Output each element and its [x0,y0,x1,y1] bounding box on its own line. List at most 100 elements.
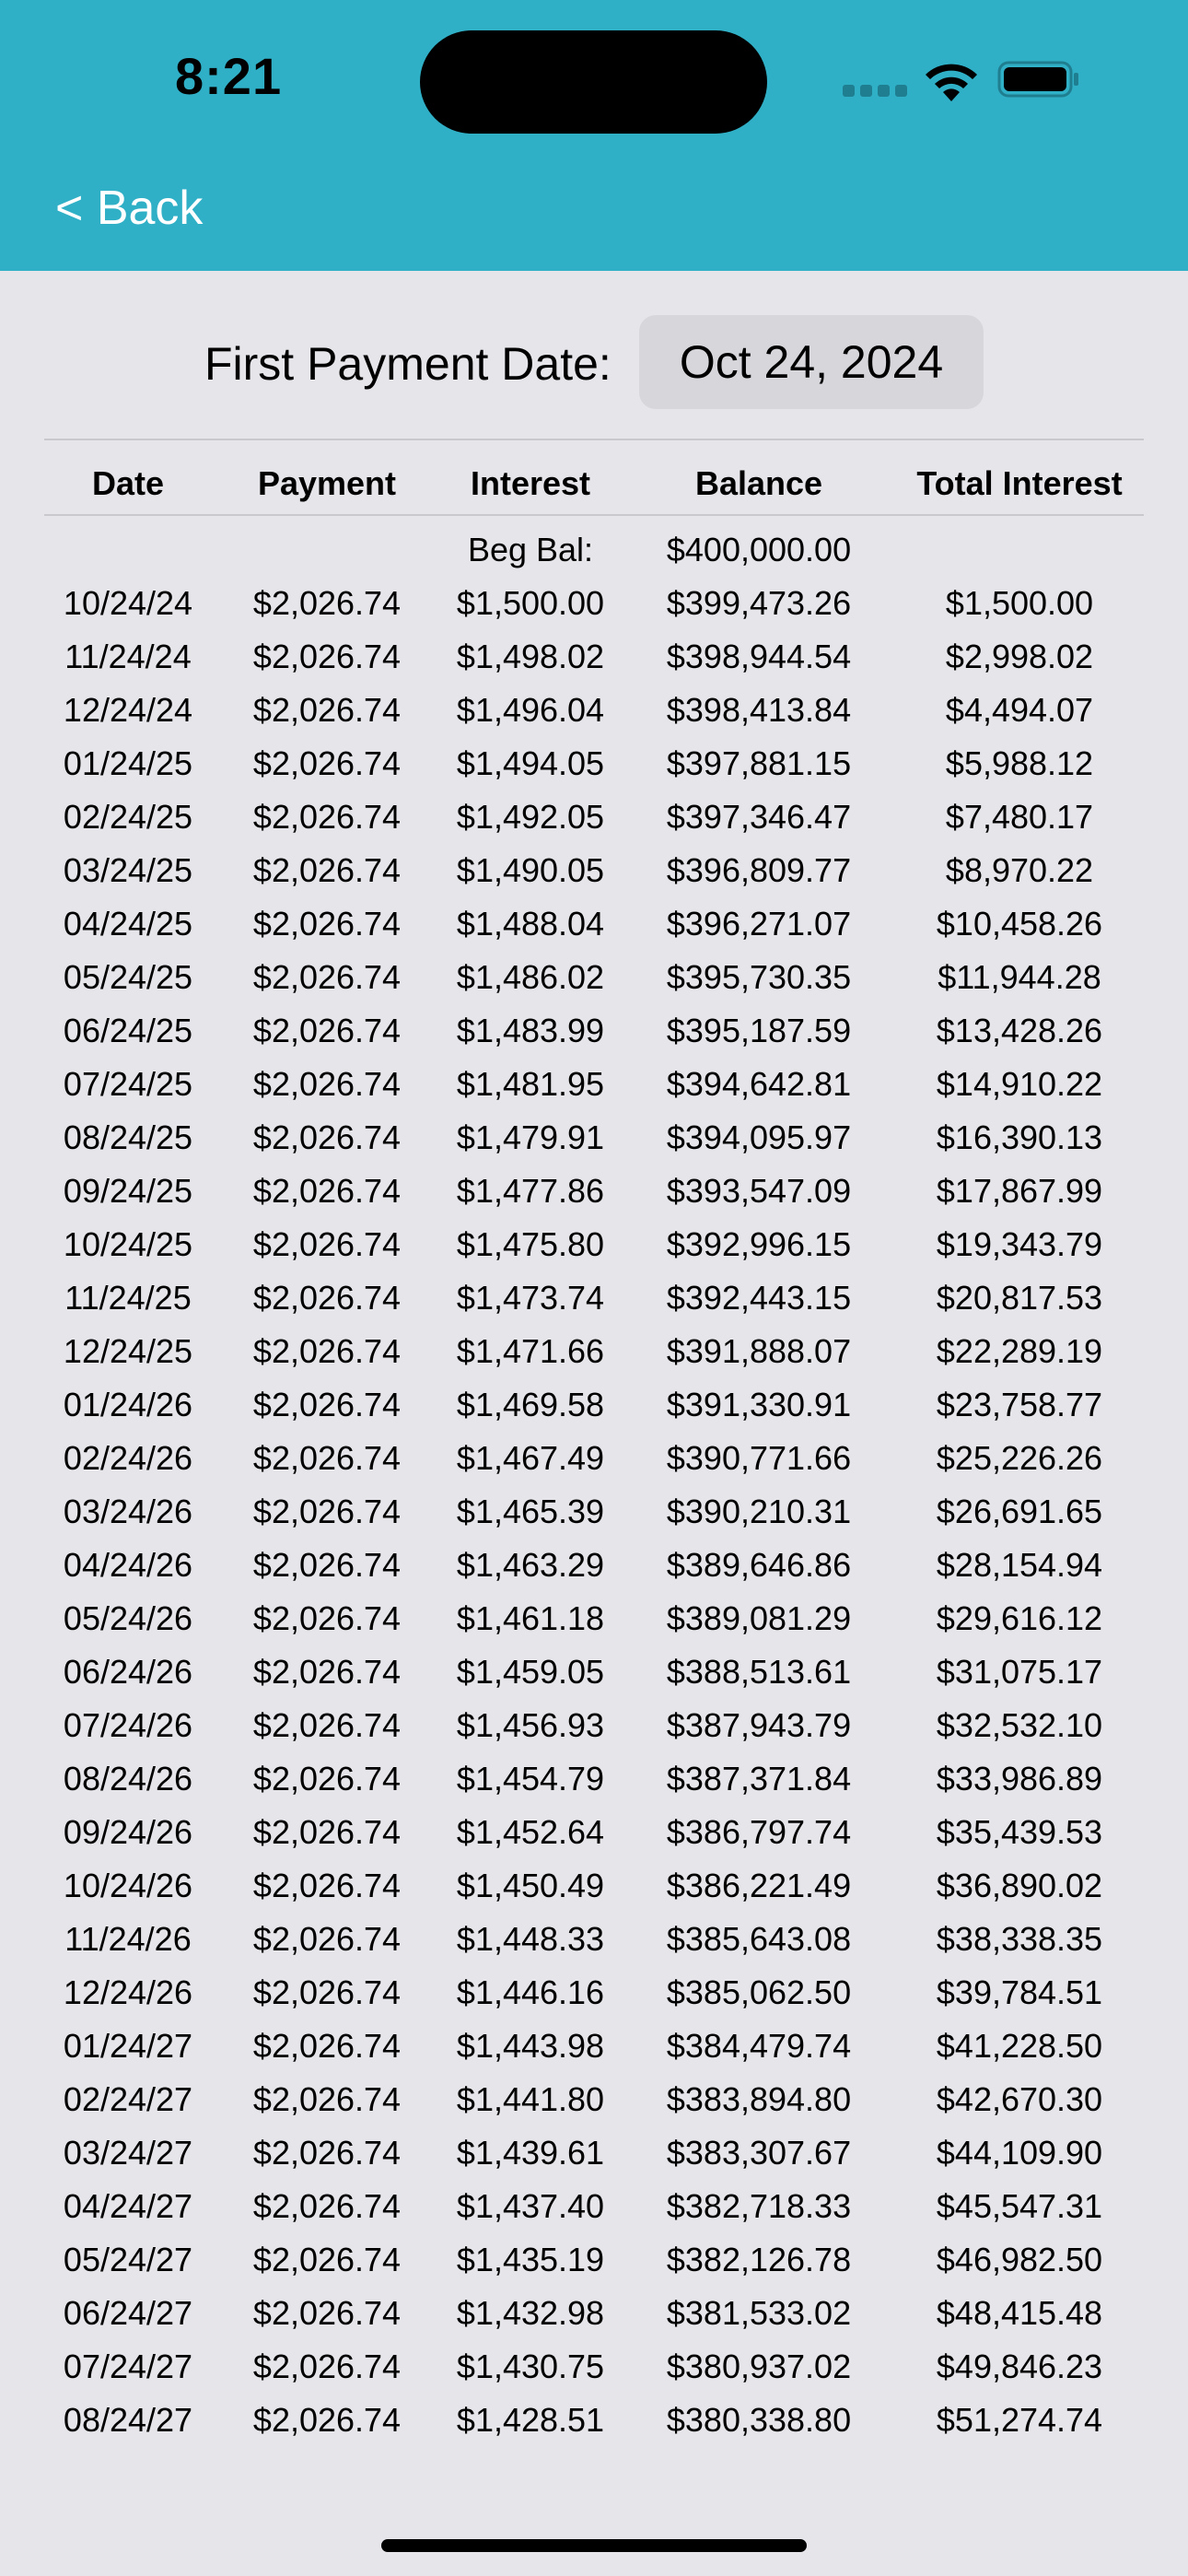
cell-payment: $2,026.74 [252,1546,402,1584]
table-row: 11/24/24 $2,026.74 $1,498.02 $398,944.54 $2,… [0,630,1188,684]
cell-interest: $1,448.33 [456,1920,605,1958]
cell-payment: $2,026.74 [252,1760,402,1797]
cell-payment: $2,026.74 [252,2401,402,2439]
cell-date: 02/24/26 [63,1439,193,1477]
cell-interest: $1,439.61 [456,2134,605,2172]
nav-header: 8:21 < Back [0,0,1188,271]
cell-interest: $1,494.05 [456,744,605,782]
table-row: 11/24/26 $2,026.74 $1,448.33 $385,643.08 $38… [0,1913,1188,1966]
cell-interest: $1,452.64 [456,1813,605,1851]
cell-date: 04/24/26 [63,1546,193,1584]
cell-date: 07/24/25 [63,1065,193,1103]
table-row: 03/24/27 $2,026.74 $1,439.61 $383,307.67 $44… [0,2126,1188,2180]
table-row: 06/24/27 $2,026.74 $1,432.98 $381,533.02 $48… [0,2287,1188,2340]
first-payment-row: First Payment Date: Oct 24, 2024 [0,315,1188,409]
cell-interest: $1,430.75 [456,2348,605,2385]
cell-date: 12/24/25 [63,1332,193,1370]
first-payment-label: First Payment Date: [204,338,611,390]
cell-balance: $380,937.02 [666,2348,852,2385]
cell-balance: $382,126.78 [666,2241,852,2278]
cell-interest: $1,500.00 [456,584,605,622]
table-row: 02/24/25 $2,026.74 $1,492.05 $397,346.47 $7,… [0,790,1188,844]
cell-date: 02/24/27 [63,2080,193,2118]
cell-total-interest: $25,226.26 [936,1439,1103,1477]
cell-date: 11/24/26 [64,1920,192,1958]
cell-payment: $2,026.74 [252,2080,402,2118]
cell-payment: $2,026.74 [252,1599,402,1637]
first-payment-date-picker[interactable]: Oct 24, 2024 [639,315,984,409]
cell-date: 12/24/24 [63,691,193,729]
cell-date: 08/24/27 [63,2401,193,2439]
cell-interest: $1,469.58 [456,1386,605,1423]
table-row: 04/24/25 $2,026.74 $1,488.04 $396,271.07 $10… [0,897,1188,951]
cell-date: 12/24/26 [63,1973,193,2011]
cell-total-interest: $26,691.65 [936,1493,1103,1530]
cell-date: 08/24/26 [63,1760,193,1797]
status-time: 8:21 [175,47,283,105]
cell-date: 11/24/25 [64,1279,192,1317]
cell-date: 10/24/24 [63,584,193,622]
cell-balance: $387,943.79 [666,1706,852,1744]
cell-interest: $1,481.95 [456,1065,605,1103]
cell-interest: $1,450.49 [456,1867,605,1904]
cell-balance: $386,221.49 [666,1867,852,1904]
cell-total-interest: $22,289.19 [936,1332,1103,1370]
cell-balance: $385,062.50 [666,1973,852,2011]
table-row: 11/24/25 $2,026.74 $1,473.74 $392,443.15 $20… [0,1271,1188,1325]
cell-payment: $2,026.74 [252,2348,402,2385]
cell-payment: $2,026.74 [252,2241,402,2278]
cell-total-interest: $51,274.74 [936,2401,1103,2439]
battery-icon [997,61,1080,98]
cell-total-interest: $29,616.12 [936,1599,1103,1637]
cell-date: 04/24/27 [63,2187,193,2225]
cell-payment: $2,026.74 [252,584,402,622]
cell-total-interest: $4,494.07 [945,691,1094,729]
cell-payment: $2,026.74 [252,905,402,943]
table-row: 09/24/26 $2,026.74 $1,452.64 $386,797.74 $35… [0,1806,1188,1859]
cell-date: 09/24/25 [63,1172,193,1210]
cell-balance: $394,095.97 [666,1118,852,1156]
table-row: 04/24/27 $2,026.74 $1,437.40 $382,718.33 $45… [0,2180,1188,2233]
cell-interest: $1,432.98 [456,2294,605,2332]
beginning-balance-value: $400,000.00 [666,531,852,568]
cell-date: 08/24/25 [63,1118,193,1156]
cell-interest: $1,459.05 [456,1653,605,1691]
cell-balance: $393,547.09 [666,1172,852,1210]
table-row: 07/24/26 $2,026.74 $1,456.93 $387,943.79 $32… [0,1699,1188,1752]
cell-date: 07/24/26 [63,1706,193,1744]
cell-payment: $2,026.74 [252,1813,402,1851]
cell-balance: $397,346.47 [666,798,852,836]
cell-date: 09/24/26 [63,1813,193,1851]
cell-interest: $1,454.79 [456,1760,605,1797]
cell-payment: $2,026.74 [252,1118,402,1156]
cell-total-interest: $38,338.35 [936,1920,1103,1958]
back-button[interactable]: < Back [55,181,204,235]
cell-date: 05/24/27 [63,2241,193,2278]
cell-total-interest: $32,532.10 [936,1706,1103,1744]
cell-interest: $1,456.93 [456,1706,605,1744]
cell-payment: $2,026.74 [252,851,402,889]
cell-total-interest: $8,970.22 [945,851,1094,889]
cell-payment: $2,026.74 [252,638,402,675]
cell-payment: $2,026.74 [252,1653,402,1691]
table-row: 02/24/27 $2,026.74 $1,441.80 $383,894.80 $42… [0,2073,1188,2126]
table-top-divider [44,439,1144,440]
cell-interest: $1,475.80 [456,1225,605,1263]
cell-total-interest: $46,982.50 [936,2241,1103,2278]
cell-total-interest: $44,109.90 [936,2134,1103,2172]
cell-date: 01/24/25 [63,744,193,782]
cell-date: 05/24/26 [63,1599,193,1637]
cell-balance: $399,473.26 [666,584,852,622]
cell-date: 02/24/25 [63,798,193,836]
cell-interest: $1,435.19 [456,2241,605,2278]
table-row: 06/24/26 $2,026.74 $1,459.05 $388,513.61 $31… [0,1645,1188,1699]
cell-balance: $388,513.61 [666,1653,852,1691]
cell-balance: $395,730.35 [666,958,852,996]
cell-balance: $383,307.67 [666,2134,852,2172]
table-row: 09/24/25 $2,026.74 $1,477.86 $393,547.09 $17… [0,1165,1188,1218]
cell-balance: $385,643.08 [666,1920,852,1958]
cell-total-interest: $23,758.77 [936,1386,1103,1423]
cell-interest: $1,467.49 [456,1439,605,1477]
cell-payment: $2,026.74 [252,1867,402,1904]
cell-payment: $2,026.74 [252,691,402,729]
